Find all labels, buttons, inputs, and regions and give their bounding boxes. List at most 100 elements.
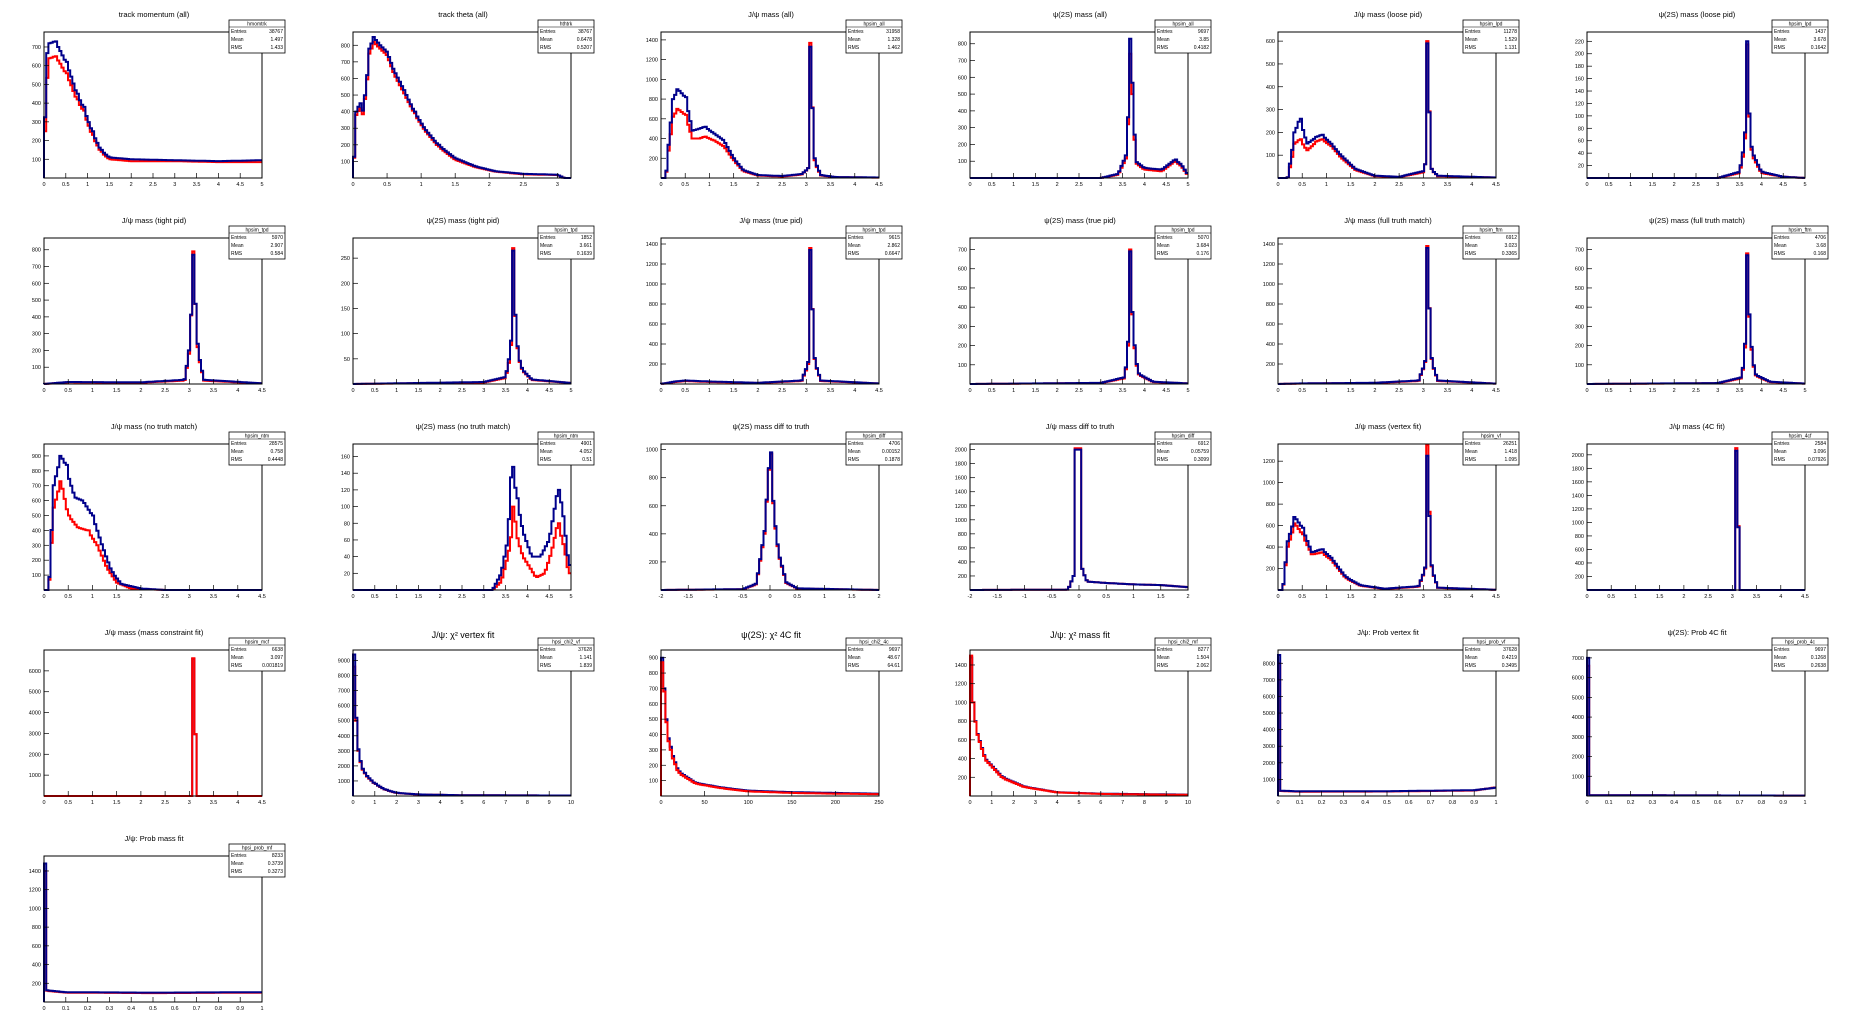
stats-box bbox=[228, 225, 286, 260]
stats-mean-label: Mean bbox=[1465, 655, 1478, 661]
histogram-pad: J/ψ mass (mass constraint fit) 1000 2000 30… bbox=[0, 618, 308, 824]
x-tick-label: 1.5 bbox=[1347, 594, 1355, 600]
x-tick-label: 1 bbox=[1012, 388, 1015, 394]
y-tick-label: 800 bbox=[957, 532, 966, 538]
x-tick-label: 0.5 bbox=[64, 388, 72, 394]
stats-box bbox=[845, 19, 903, 54]
stats-name: hpsim_mcf bbox=[245, 640, 270, 646]
histogram-plot: ψ(2S) mass (all) 100 200 300 400 500 600 700 800… bbox=[957, 10, 1211, 188]
histogram-series-red bbox=[352, 505, 571, 591]
stats-entries-label: Entries bbox=[540, 647, 556, 653]
y-tick-label: 400 bbox=[957, 109, 966, 115]
y-tick-label: 1000 bbox=[1571, 520, 1583, 526]
stats-entries-label: Entries bbox=[231, 441, 247, 447]
histogram-series-red bbox=[968, 654, 1188, 796]
x-tick-label: 2.5 bbox=[161, 594, 169, 600]
y-tick-label: 400 bbox=[1266, 342, 1275, 348]
stats-entries-value: 38767 bbox=[578, 29, 592, 35]
y-tick-label: 200 bbox=[340, 143, 349, 149]
stats-mean-value: 1.504 bbox=[1196, 655, 1209, 661]
x-tick-label: 0.5 bbox=[681, 182, 689, 188]
x-tick-label: 3.5 bbox=[1444, 182, 1452, 188]
y-tick-label: 400 bbox=[32, 101, 41, 107]
stats-rms-value: 64.61 bbox=[887, 663, 900, 669]
stats-rms-value: 0.4182 bbox=[1193, 45, 1209, 51]
y-tick-label: 60 bbox=[1577, 139, 1583, 145]
x-tick-label: 100 bbox=[744, 800, 753, 806]
x-tick-label: 1 bbox=[823, 594, 826, 600]
x-tick-label: -1 bbox=[1022, 594, 1027, 600]
x-tick-label: 3 bbox=[805, 182, 808, 188]
y-tick-label: 160 bbox=[1574, 77, 1583, 83]
y-tick-label: 6000 bbox=[1263, 694, 1275, 700]
y-tick-label: 1400 bbox=[954, 663, 966, 669]
histogram-plot: J/ψ: Prob mass fit 200 400 600 800 1000 1200 14… bbox=[29, 834, 286, 1012]
stats-name: hpsi_chi2_4c bbox=[859, 640, 889, 646]
stats-mean-label: Mean bbox=[231, 861, 244, 867]
y-tick-label: 400 bbox=[649, 137, 658, 143]
x-tick-label: 3.5 bbox=[210, 800, 218, 806]
stats-entries-value: 9697 bbox=[889, 647, 900, 653]
y-tick-label: 1400 bbox=[1263, 242, 1275, 248]
y-tick-label: 800 bbox=[1574, 534, 1583, 540]
plot-frame bbox=[969, 31, 1188, 179]
x-tick-label: 3.5 bbox=[210, 388, 218, 394]
x-tick-label: 0 bbox=[42, 594, 45, 600]
histogram-series-blue bbox=[43, 862, 262, 1002]
stats-entries-label: Entries bbox=[1157, 441, 1173, 447]
y-tick-label: 1000 bbox=[1263, 481, 1275, 487]
plot-frame bbox=[1586, 237, 1805, 385]
y-tick-label: 120 bbox=[1574, 101, 1583, 107]
y-tick-label: 8000 bbox=[1263, 661, 1275, 667]
y-tick-label: 600 bbox=[649, 117, 658, 123]
x-tick-label: 0.6 bbox=[1713, 800, 1721, 806]
histogram-plot: J/ψ: Prob vertex fit 1000 2000 3000 4000 5000… bbox=[1263, 628, 1520, 806]
stats-entries-label: Entries bbox=[231, 647, 247, 653]
stats-rms-label: RMS bbox=[540, 457, 552, 463]
stats-mean-label: Mean bbox=[231, 655, 244, 661]
histogram-pad: ψ(2S) mass (all) 100 200 300 400 500 600 700 800… bbox=[926, 0, 1234, 206]
stats-rms-value: 0.3273 bbox=[268, 869, 284, 875]
x-tick-label: 3.5 bbox=[1444, 388, 1452, 394]
stats-mean-value: 1.497 bbox=[270, 37, 283, 43]
y-tick-label: 1000 bbox=[1571, 774, 1583, 780]
x-tick-label: 2.5 bbox=[1692, 388, 1700, 394]
x-tick-label: 1 bbox=[708, 182, 711, 188]
x-tick-label: 0.1 bbox=[62, 1006, 70, 1012]
x-tick-label: 4.5 bbox=[1492, 182, 1500, 188]
histogram-title: J/ψ mass (full truth match) bbox=[1344, 216, 1432, 225]
stats-rms-value: 1.839 bbox=[579, 663, 592, 669]
x-tick-label: 0 bbox=[1585, 182, 1588, 188]
x-tick-label: 3 bbox=[188, 800, 191, 806]
x-tick-label: 3 bbox=[188, 594, 191, 600]
y-tick-label: 600 bbox=[1266, 322, 1275, 328]
x-tick-label: 3 bbox=[1099, 182, 1102, 188]
x-tick-label: 2.5 bbox=[1395, 388, 1403, 394]
y-tick-label: 500 bbox=[1266, 62, 1275, 68]
histogram-series-blue bbox=[1586, 40, 1805, 179]
x-tick-label: 8 bbox=[525, 800, 528, 806]
stats-mean-label: Mean bbox=[540, 449, 553, 455]
y-tick-label: 1200 bbox=[954, 504, 966, 510]
y-tick-label: 800 bbox=[649, 302, 658, 308]
x-tick-label: 1 bbox=[91, 388, 94, 394]
x-tick-label: 1.5 bbox=[1031, 182, 1039, 188]
x-tick-label: 0 bbox=[1077, 594, 1080, 600]
stats-mean-value: 3.096 bbox=[1813, 449, 1826, 455]
histogram-series-blue bbox=[352, 465, 571, 591]
stats-mean-value: 0.6478 bbox=[576, 37, 592, 43]
y-tick-label: 1000 bbox=[29, 773, 41, 779]
stats-mean-value: 0.758 bbox=[270, 449, 283, 455]
y-tick-label: 200 bbox=[649, 156, 658, 162]
y-tick-label: 700 bbox=[649, 686, 658, 692]
stats-name: hpsim_4cf bbox=[1788, 434, 1811, 440]
x-tick-label: 2.5 bbox=[519, 182, 527, 188]
y-tick-label: 3000 bbox=[337, 749, 349, 755]
x-tick-label: 3 bbox=[1422, 388, 1425, 394]
histogram-title: J/ψ mass (no truth match) bbox=[111, 422, 198, 431]
y-tick-label: 140 bbox=[340, 471, 349, 477]
x-tick-label: 7 bbox=[504, 800, 507, 806]
histogram-series-red bbox=[1586, 252, 1805, 385]
y-tick-label: 700 bbox=[340, 60, 349, 66]
x-tick-label: -0.5 bbox=[1047, 594, 1056, 600]
